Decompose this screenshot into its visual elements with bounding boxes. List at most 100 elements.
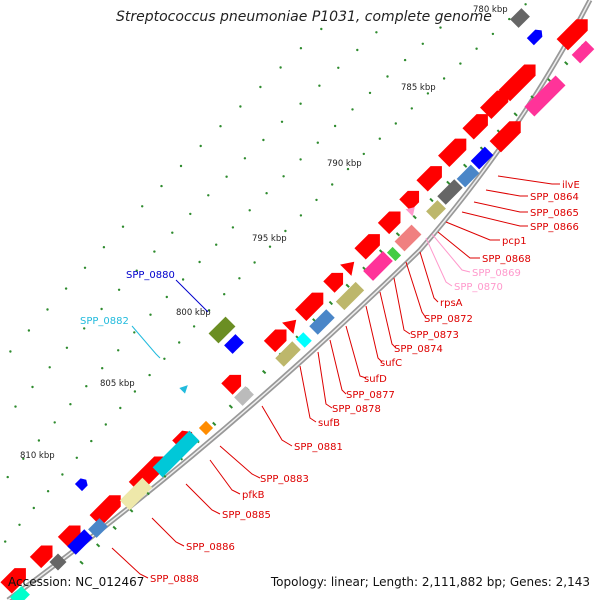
gene-arrow-red-f[interactable] (399, 185, 424, 211)
gene-block-orange-0883[interactable] (198, 420, 214, 436)
gene-label-SPP_0877[interactable]: SPP_0877 (346, 390, 395, 401)
gene-block-gray-0887[interactable] (49, 553, 67, 571)
tick-dot (410, 107, 413, 110)
callout-line-0874 (379, 291, 397, 349)
gene-block-green-0872[interactable] (386, 246, 402, 262)
tick-dot (27, 329, 31, 332)
callout-line-pcp1 (445, 221, 500, 241)
gene-arrow-red-e[interactable] (416, 160, 447, 192)
tick-dot (178, 341, 181, 344)
gene-arrow-red-right[interactable] (556, 14, 594, 51)
gene-block-pink-0873[interactable] (363, 251, 393, 281)
gene-label-SPP_0869[interactable]: SPP_0869 (472, 268, 521, 279)
gene-block-darkolive-0880[interactable] (208, 316, 236, 344)
gene-label-SPP_0874[interactable]: SPP_0874 (394, 344, 443, 355)
gene-label-SPP_0865[interactable]: SPP_0865 (530, 208, 579, 219)
gene-block-pink-ilvE[interactable] (524, 75, 566, 117)
tick-dot (192, 325, 196, 328)
gene-label-rpsA[interactable]: rpsA (440, 298, 463, 309)
gene-block-khaki-0885[interactable] (119, 477, 153, 511)
callout-line-sufC (365, 305, 383, 363)
tick-dot (75, 456, 79, 459)
callout-line-0873 (393, 277, 411, 335)
gene-label-sufD[interactable]: sufD (364, 374, 387, 385)
tick-dot (133, 331, 136, 334)
tick-dot (9, 350, 12, 353)
callout-line-0872 (405, 261, 427, 319)
gene-arrow-red-0888[interactable] (0, 562, 31, 594)
tick-dot (491, 32, 495, 36)
tick-dot (148, 373, 151, 377)
gene-arrow-red-j[interactable] (323, 267, 348, 293)
tick-dot (100, 307, 103, 311)
tick-dot (135, 269, 138, 272)
tick-dot (459, 62, 462, 65)
gene-arrow-blue-810[interactable] (74, 476, 90, 492)
gene-block-salmon-rpsA[interactable] (394, 224, 422, 252)
gene-block-blue-0887[interactable] (67, 529, 93, 555)
tick-dot (362, 152, 365, 156)
gene-arrow-red-ilvE[interactable] (489, 116, 527, 153)
gene-block-cyan-0878[interactable] (296, 332, 312, 348)
tick-dot (508, 17, 511, 21)
gene-arrow-red-0885[interactable] (89, 490, 127, 527)
gene-label-SPP_0888[interactable]: SPP_0888 (150, 574, 199, 585)
tick-dash (412, 214, 417, 220)
gene-arrow-red-g[interactable] (377, 206, 406, 235)
tick-label-785: 785 kbp (401, 83, 436, 93)
gene-arrow-red-h[interactable] (354, 228, 385, 260)
tick-label-790: 790 kbp (327, 159, 362, 169)
gene-arrow-red-d[interactable] (438, 133, 472, 167)
callout-line-sufB (299, 365, 317, 423)
gene-label-SPP_0883[interactable]: SPP_0883 (260, 474, 309, 485)
gene-arrow-red-c[interactable] (462, 108, 493, 140)
gene-label-SPP_0864[interactable]: SPP_0864 (530, 192, 579, 203)
gene-label-SPP_0880[interactable]: SPP_0880 (126, 270, 175, 281)
tick-dash (345, 283, 350, 288)
gene-block-cyan-pfkB[interactable] (152, 430, 200, 478)
gene-arrow-red-b[interactable] (480, 85, 514, 119)
gene-block-cyan-bottom[interactable] (10, 586, 30, 600)
gene-label-SPP_0878[interactable]: SPP_0878 (332, 404, 381, 415)
gene-block-olive-sufB[interactable] (275, 341, 301, 367)
gene-label-SPP_0873[interactable]: SPP_0873 (410, 330, 459, 341)
gene-arrow-cyan-0882[interactable] (179, 382, 190, 394)
gene-label-SPP_0885[interactable]: SPP_0885 (222, 510, 271, 521)
tick-dot (279, 66, 282, 69)
gene-block-blue-0880[interactable] (224, 334, 244, 354)
tick-dot (102, 246, 106, 249)
tick-dot (524, 3, 527, 6)
gene-label-SPP_0870[interactable]: SPP_0870 (454, 282, 503, 293)
gene-block-gray-0865[interactable] (437, 179, 463, 205)
gene-label-sufB[interactable]: sufB (318, 418, 340, 429)
gene-label-SPP_0866[interactable]: SPP_0866 (530, 222, 579, 233)
gene-block-olive-pcp1[interactable] (426, 200, 446, 220)
tick-dot (133, 390, 137, 393)
gene-label-SPP_0886[interactable]: SPP_0886 (186, 542, 235, 553)
gene-arrow-pink-0869[interactable] (405, 204, 419, 217)
gene-arrow-red-l[interactable] (282, 314, 302, 334)
accession-text: Accession: NC_012467 (8, 575, 144, 589)
gene-block-lightgray-0881[interactable] (234, 386, 254, 406)
gene-block-olive-sufC[interactable] (335, 281, 365, 311)
tick-dot (248, 209, 251, 212)
gene-arrow-red-k[interactable] (295, 287, 329, 321)
gene-label-pfkB[interactable]: pfkB (242, 490, 265, 501)
gene-arrow-red-0881[interactable] (221, 369, 246, 395)
tick-dot (368, 91, 372, 95)
gene-arrow-red-i[interactable] (340, 256, 360, 276)
tick-dot (231, 226, 235, 229)
gene-label-pcp1[interactable]: pcp1 (502, 236, 527, 247)
gene-label-SPP_0881[interactable]: SPP_0881 (294, 442, 343, 453)
gene-label-SPP_0872[interactable]: SPP_0872 (424, 314, 473, 325)
gene-label-sufC[interactable]: sufC (380, 358, 402, 369)
gene-block-pink-right[interactable] (571, 40, 595, 64)
gene-block-blue-0864[interactable] (470, 146, 494, 170)
gene-label-SPP_0868[interactable]: SPP_0868 (482, 254, 531, 265)
gene-label-ilvE[interactable]: ilvE (562, 180, 580, 191)
gene-label-SPP_0882[interactable]: SPP_0882 (80, 316, 129, 327)
gene-block-steelblue-0886[interactable] (88, 518, 108, 538)
gene-block-steelblue[interactable] (456, 164, 480, 188)
gene-block-steelblue-sufD[interactable] (309, 309, 335, 335)
tick-dot (69, 403, 72, 406)
